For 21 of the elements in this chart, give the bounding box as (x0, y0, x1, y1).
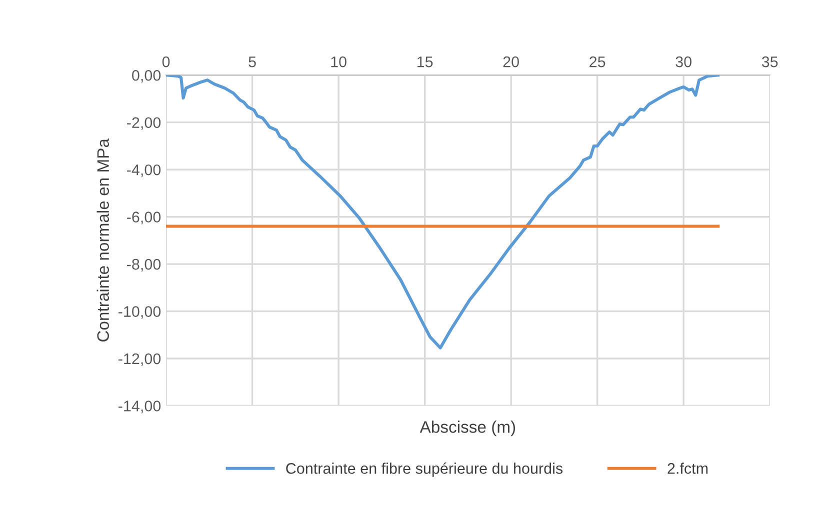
x-tick-label: 30 (676, 56, 692, 68)
y-axis-title: Contrainte normale en MPa (96, 138, 109, 342)
y-tick-label: -10,00 (118, 306, 161, 319)
x-tick-label: 5 (248, 56, 256, 68)
y-tick-label: -8,00 (127, 258, 161, 272)
legend-label: Contrainte en fibre supérieure du hourdis (286, 462, 563, 477)
y-tick-label: -2,00 (127, 117, 161, 130)
y-tick-label: 0,00 (132, 70, 161, 83)
x-axis-title: Abscisse (m) (420, 420, 516, 436)
y-tick-label: -14,00 (118, 400, 161, 414)
x-tick-label: 35 (762, 56, 778, 68)
x-tick-label: 25 (590, 56, 606, 68)
x-tick-label: 15 (417, 56, 433, 68)
y-tick-label: -6,00 (127, 212, 161, 224)
line-series (166, 75, 720, 350)
y-tick-label: -12,00 (118, 353, 161, 366)
x-tick-label: 20 (503, 56, 519, 68)
legend-label: 2.fctm (668, 462, 708, 474)
x-tick-label: 10 (331, 56, 346, 68)
x-tick-label: 0 (162, 56, 170, 68)
y-tick-label: -4,00 (127, 164, 161, 178)
